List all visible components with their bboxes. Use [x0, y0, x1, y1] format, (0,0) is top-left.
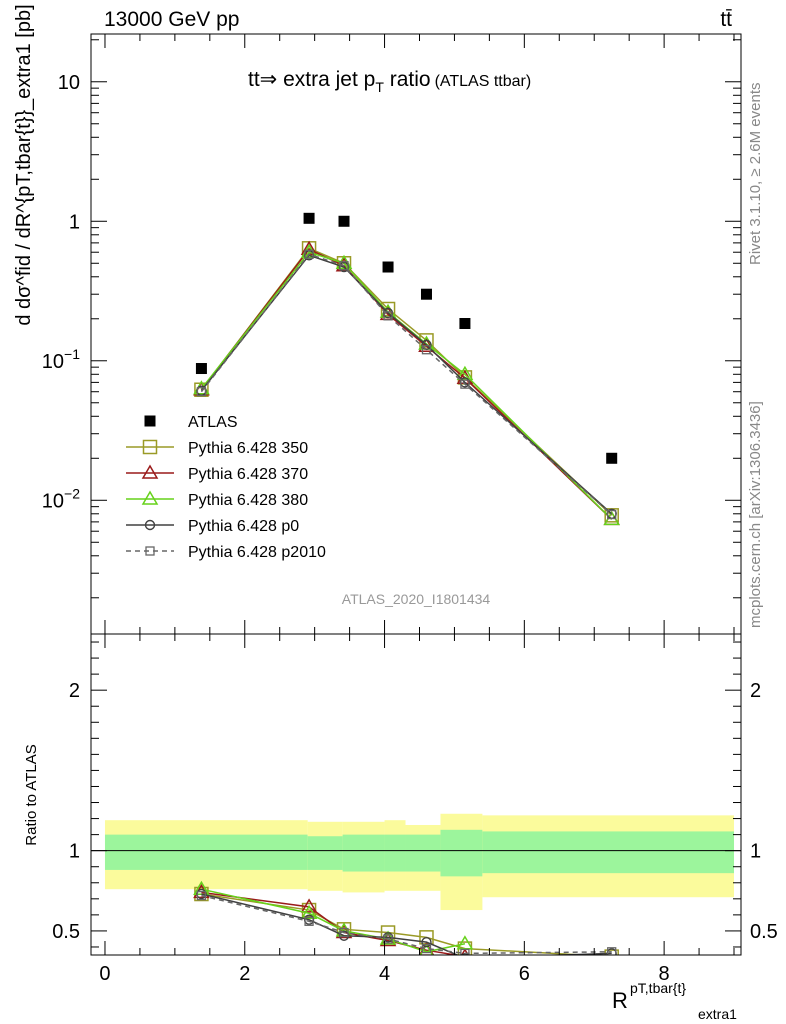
legend-entry-4: Pythia 6.428 p0 [188, 518, 299, 535]
series-line-5 [200, 253, 613, 516]
y-tick-label-1: 1 [69, 211, 80, 233]
y-label-text: d dσ^fid / dR^{pT,tbar{t}}_extra1 [pb] [13, 4, 35, 325]
legend-marker-3 [141, 490, 159, 505]
data-point-s5-6 [607, 509, 617, 520]
ratio-y-tick-label-right-1: 1 [750, 841, 761, 863]
legend-entry-0: ATLAS [188, 414, 238, 431]
y-tick-label-2: 10−1 [42, 346, 80, 373]
data-point-s5-4 [421, 345, 432, 355]
legend-marker-5 [145, 546, 155, 556]
header-energy-label: 13000 GeV pp [104, 8, 239, 31]
bottom-panel-axes: 0.5 0.5 1 1 2 2 0 2 4 6 8 [52, 633, 778, 985]
ratio-line-4 [201, 894, 612, 955]
legend-entry-2: Pythia 6.428 370 [188, 466, 308, 483]
data-point-s0-2 [338, 215, 350, 227]
top-panel-series [193, 212, 621, 526]
x-label-sub: extra1 [698, 1006, 737, 1022]
ratio-point-s4-0 [196, 890, 207, 901]
legend-marker-0 [144, 415, 156, 427]
data-point-s0-4 [420, 288, 432, 300]
y-tick-label-0: 10 [58, 72, 80, 94]
ratio-point-s1-1 [300, 898, 318, 913]
data-point-s0-0 [195, 363, 207, 375]
data-point-s0-6 [606, 452, 618, 464]
ratio-point-s4-4 [421, 943, 432, 954]
header-process-label: tt̄ [720, 8, 732, 31]
top-y-axis-label: d dσ^fid / dR^{pT,tbar{t}}_extra1 [pb] [13, 4, 35, 325]
top-panel-axes: 10 1 10−1 10−2 [42, 33, 742, 635]
mcplots-reference-label: mcplots.cern.ch [arXiv:1306.3436] [747, 401, 764, 628]
ratio-point-s4-5 [460, 948, 470, 955]
chart-title: tt⇒ extra jet pT ratio (ATLAS ttbar) [248, 68, 531, 95]
rivet-version-label: Rivet 3.1.10, ≥ 2.6M events [747, 83, 764, 266]
analysis-watermark: ATLAS_2020_I1801434 [342, 591, 491, 607]
ratio-point-s0-6 [604, 949, 619, 955]
inner-band-1 [307, 836, 343, 870]
ratio-line-3 [201, 893, 612, 955]
y-tick-label-3: 10−2 [42, 485, 80, 512]
inner-band-3 [384, 834, 406, 872]
legend: ATLAS Pythia 6.428 350 Pythia 6.428 370 Pyt… [126, 414, 326, 561]
ratio-point-s3-4 [421, 936, 432, 948]
ratio-y-tick-label-left-1: 1 [69, 841, 80, 863]
inner-band-2 [342, 834, 385, 872]
inner-band-4 [405, 834, 441, 872]
ratio-point-s1-5 [460, 948, 469, 955]
ratio-y-tick-label-left-2: 2 [69, 680, 80, 702]
ratio-point-s4-2 [339, 927, 349, 938]
ratio-bands [91, 813, 741, 911]
inner-band-5 [440, 829, 483, 877]
x-tick-label-1: 2 [239, 963, 250, 985]
data-point-s0-1 [303, 212, 315, 224]
legend-entry-5: Pythia 6.428 p2010 [188, 544, 326, 561]
legend-marker-1 [142, 439, 158, 455]
x-label-sup: pT,tbar{t} [630, 980, 686, 996]
ratio-point-s4-6 [607, 947, 617, 955]
data-point-s5-3 [383, 311, 393, 321]
ratio-point-s4-3 [383, 934, 393, 944]
ratio-point-s4-1 [304, 916, 314, 926]
ratio-y-axis-label: Ratio to ATLAS [23, 744, 40, 845]
data-point-s5-0 [196, 387, 207, 397]
legend-entry-3: Pythia 6.428 380 [188, 492, 308, 509]
data-point-s3-5 [456, 365, 474, 381]
bottom-frame [90, 633, 742, 956]
inner-band-0 [104, 834, 308, 870]
data-point-s4-4 [421, 339, 432, 351]
ratio-line-2 [201, 888, 466, 953]
data-point-s0-5 [459, 318, 471, 330]
ratio-point-s2-1 [300, 904, 318, 920]
y-label-group: d dσ^fid / dR^{pT,tbar{t}}_extra1 [pb] [13, 4, 35, 325]
x-tick-label-2: 4 [379, 963, 390, 985]
x-label-main: R [612, 988, 628, 1013]
ratio-series-clip [193, 880, 619, 955]
ratio-y-tick-label-right-0: 0.5 [750, 921, 778, 943]
legend-marker-2 [141, 464, 159, 479]
legend-entry-1: Pythia 6.428 350 [188, 440, 308, 457]
x-tick-label-3: 6 [519, 963, 530, 985]
data-point-s0-3 [382, 261, 394, 273]
data-point-s5-5 [460, 379, 470, 389]
legend-marker-4 [144, 519, 156, 531]
inner-band-6 [482, 831, 735, 874]
ratio-y-tick-label-left-0: 0.5 [52, 921, 80, 943]
top-panel-text: tt⇒ extra jet pT ratio (ATLAS ttbar) ATLA… [13, 4, 531, 607]
x-tick-label-0: 0 [99, 963, 110, 985]
ratio-y-tick-label-right-2: 2 [750, 680, 761, 702]
x-tick-label-4: 8 [659, 963, 670, 985]
data-point-s5-2 [339, 261, 349, 271]
data-point-s1-3 [380, 301, 396, 317]
ratio-series [193, 880, 619, 955]
data-point-s5-1 [304, 249, 314, 259]
